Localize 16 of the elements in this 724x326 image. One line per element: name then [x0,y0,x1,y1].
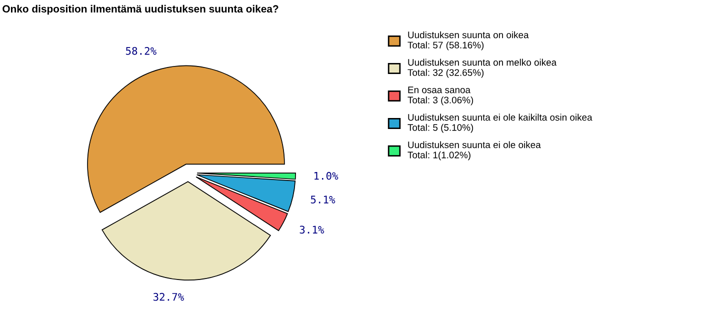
legend-label: Uudistuksen suunta ei ole oikea [408,141,541,148]
data-label: 5.1% [310,196,336,204]
text: Total: 57 (58.16%) [408,41,484,50]
legend-label: Uudistuksen suunta on melko oikea [408,58,557,66]
legend-label: En osaa sanoa [408,86,470,94]
text: Total: 5 (5.10%) [408,124,474,133]
legend-label: Uudistuksen suunta on oikea [408,31,529,38]
text: Total: 32 (32.65%) [408,68,484,78]
text: Total: 3 (3.06%) [408,96,474,106]
chart-title: Onko disposition ilmentämä uudistuksen suunta oikea? [2,4,278,15]
data-label: 3.1% [300,226,324,234]
data-label: 58.2% [126,46,156,55]
data-label: 32.7% [153,292,184,301]
text: Total: 1(1.02%) [408,151,470,160]
legend-label: Uudistuksen suunta ei ole kaikilta osin oikea [408,114,592,121]
data-label: 1.0% [314,172,338,180]
